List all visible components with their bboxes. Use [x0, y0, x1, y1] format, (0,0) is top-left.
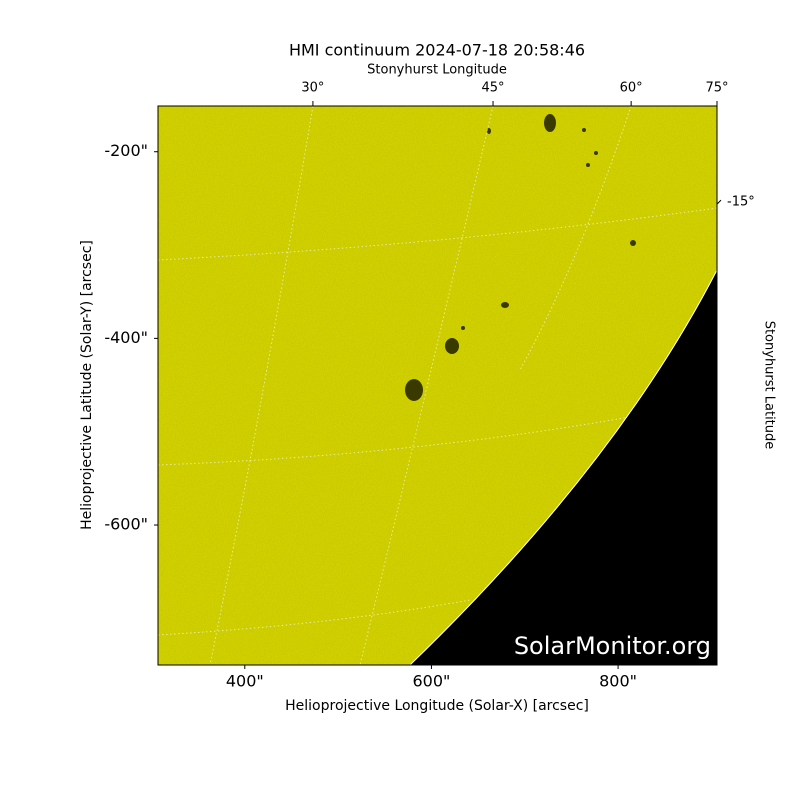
top-tick-label: 30° — [301, 81, 324, 96]
top-tick-label: 75° — [705, 81, 728, 96]
right-axis-label: Stonyhurst Latitude — [762, 321, 777, 450]
plot-frame — [157, 105, 718, 666]
right-tick — [716, 199, 722, 205]
watermark: SolarMonitor.org — [514, 632, 711, 660]
y-tick-label: -400" — [104, 328, 148, 347]
chart-title: HMI continuum 2024-07-18 20:58:46 — [289, 41, 585, 60]
x-tick-label: 600" — [412, 672, 450, 691]
x-tick-label: 400" — [226, 672, 264, 691]
top-tick-label: 60° — [620, 81, 643, 96]
limb — [409, 269, 717, 665]
off-disk — [410, 270, 717, 665]
top-tick-label: 45° — [482, 81, 505, 96]
right-tick-label: -15° — [727, 195, 755, 210]
coordinate-grid — [158, 106, 717, 665]
x-axis-label: Helioprojective Longitude (Solar-X) [arc… — [285, 698, 589, 714]
y-tick-label: -200" — [104, 141, 148, 160]
top-axis-label: Stonyhurst Longitude — [367, 63, 507, 78]
y-axis-label: Helioprojective Latitude (Solar-Y) [arcs… — [79, 240, 95, 530]
sunspots — [405, 114, 636, 401]
solar-image: SolarMonitor.org — [158, 106, 717, 665]
x-tick-label: 800" — [599, 672, 637, 691]
y-tick-label: -600" — [104, 515, 148, 534]
